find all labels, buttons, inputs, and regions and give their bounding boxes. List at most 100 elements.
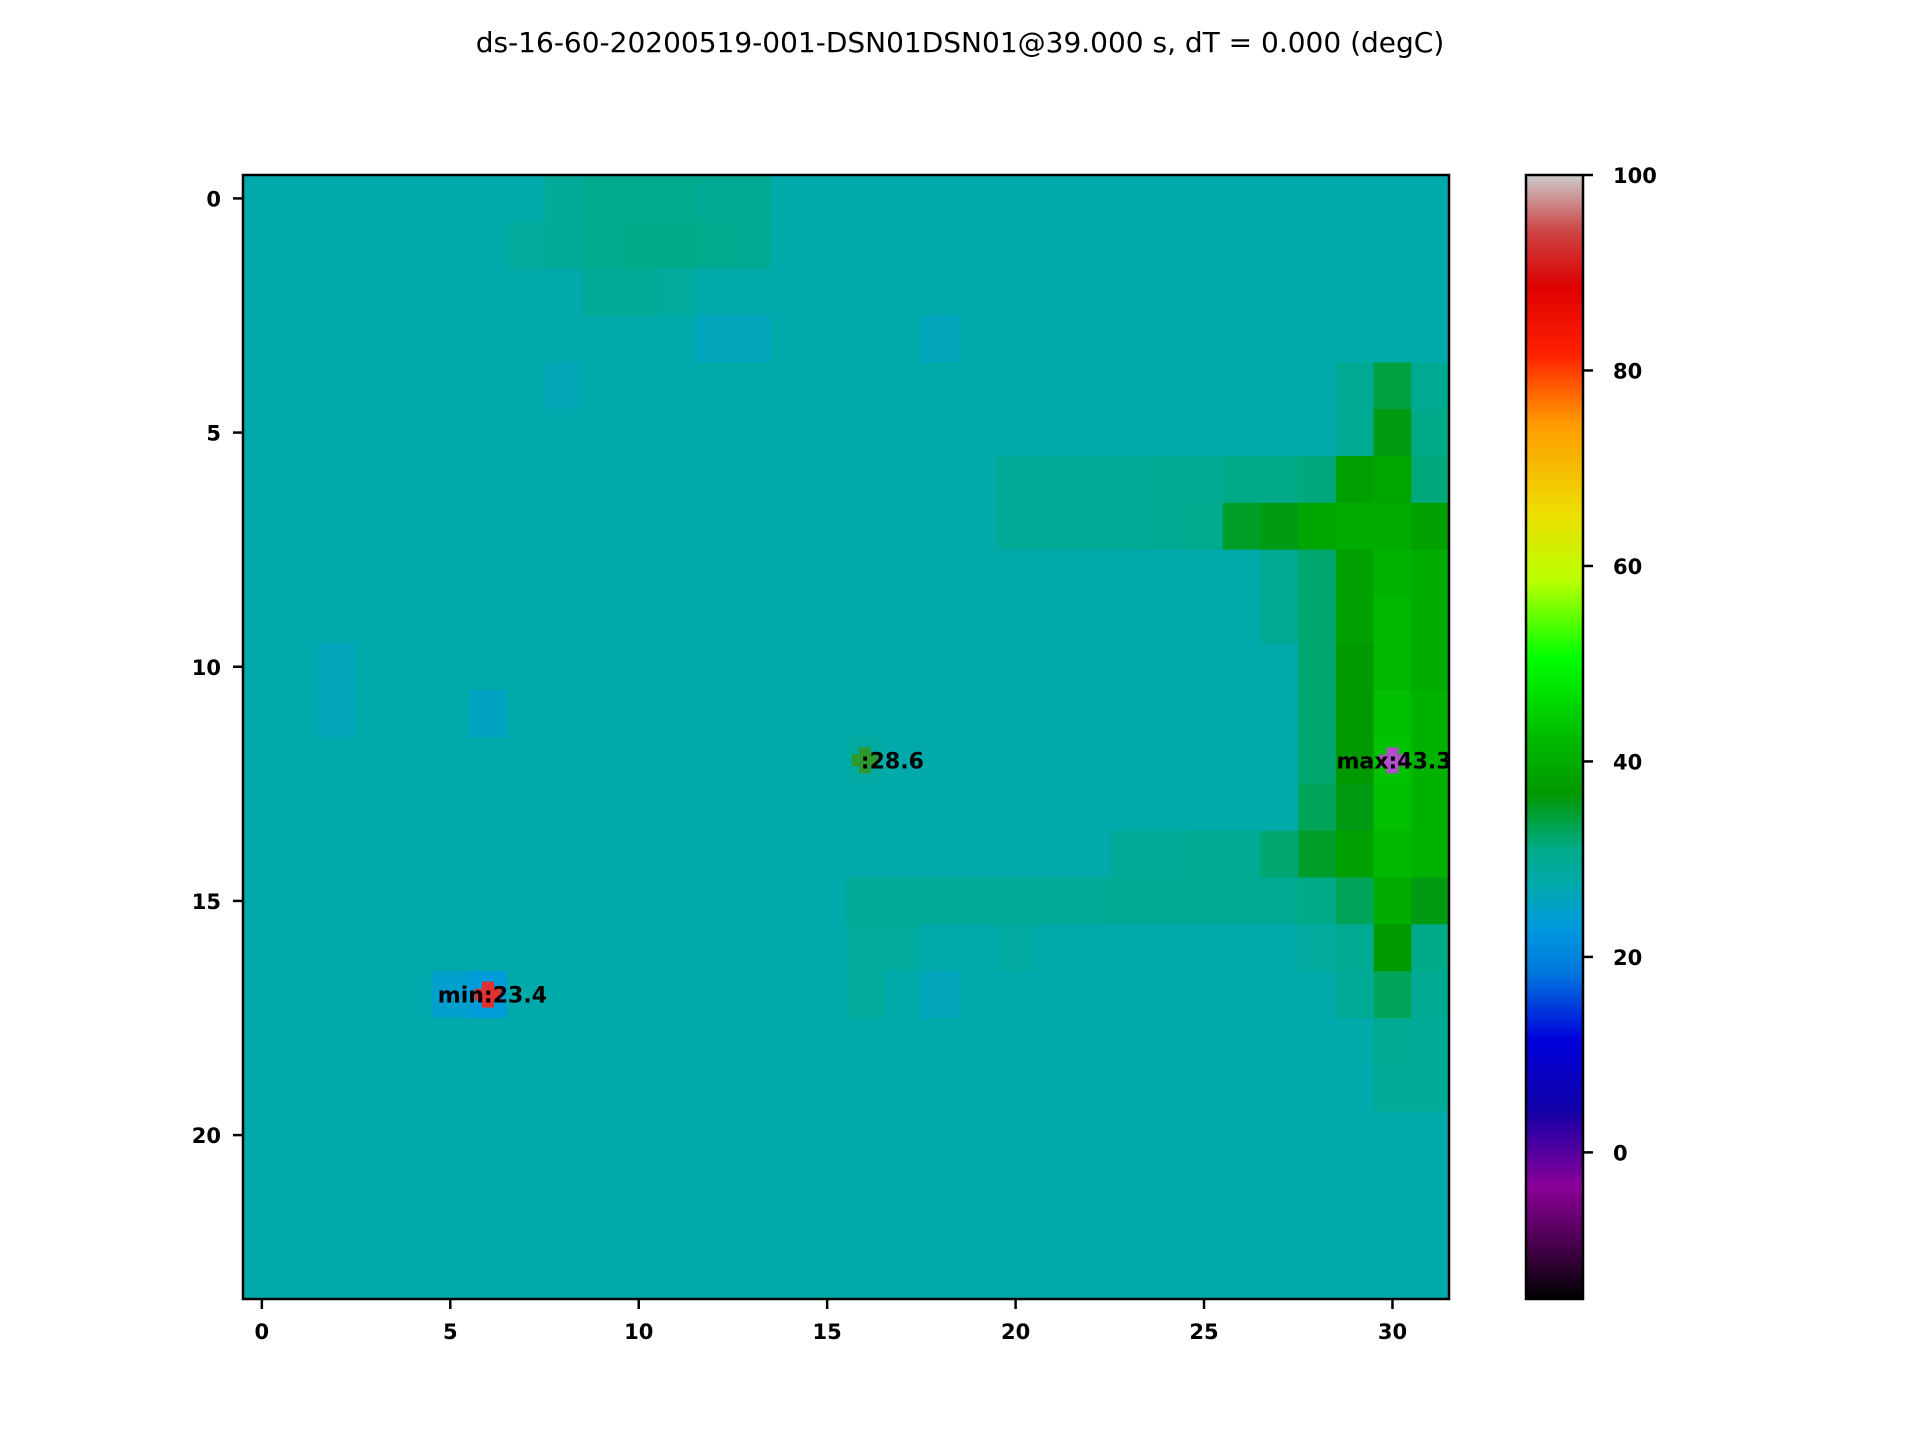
heatmap-cell xyxy=(808,783,847,832)
heatmap-cell xyxy=(243,737,282,785)
heatmap-cell xyxy=(1411,221,1450,270)
heatmap-cell xyxy=(469,877,508,925)
heatmap-cell xyxy=(506,221,546,270)
heatmap-cell xyxy=(1222,877,1262,925)
heatmap-cell xyxy=(1034,1018,1073,1066)
heatmap-cell xyxy=(732,924,772,972)
heatmap-cell xyxy=(243,971,282,1019)
heatmap-cell xyxy=(1335,971,1375,1019)
heatmap-cell xyxy=(318,643,357,691)
heatmap-cell xyxy=(1109,549,1149,598)
heatmap-cell xyxy=(770,1111,809,1160)
heatmap-cell xyxy=(959,596,998,644)
heatmap-cell xyxy=(243,409,282,457)
heatmap-cell xyxy=(393,690,433,738)
heatmap-cell xyxy=(732,1018,772,1066)
heatmap-cell xyxy=(657,924,696,972)
heatmap-cell xyxy=(1147,783,1186,832)
heatmap-cell xyxy=(1109,877,1149,925)
heatmap-cell xyxy=(1335,1158,1375,1206)
heatmap-cell xyxy=(1411,175,1450,223)
heatmap-cell xyxy=(921,549,960,598)
heatmap-cell xyxy=(431,1064,470,1113)
heatmap-cell xyxy=(770,877,809,925)
heatmap-cell xyxy=(921,1064,960,1113)
heatmap-cell xyxy=(1298,175,1337,223)
heatmap-cell xyxy=(1147,362,1186,410)
heatmap-cell xyxy=(1072,924,1111,972)
heatmap-cell xyxy=(1109,1205,1149,1253)
marker-point xyxy=(851,747,878,774)
heatmap-cell xyxy=(996,596,1036,644)
heatmap-cell xyxy=(959,1064,998,1113)
heatmap-cell xyxy=(469,1064,508,1113)
heatmap-cell xyxy=(582,409,621,457)
heatmap-cell xyxy=(770,1252,809,1300)
marker-point xyxy=(474,981,501,1008)
heatmap-cell xyxy=(695,502,734,551)
heatmap-cell xyxy=(1373,1252,1412,1300)
x-tick-label: 5 xyxy=(443,1320,458,1344)
heatmap-cell xyxy=(1147,221,1186,270)
heatmap-cell xyxy=(732,502,772,551)
heatmap-cell xyxy=(280,221,319,270)
x-axis: 0 5 10 15 20 25 30 xyxy=(255,1299,1407,1344)
heatmap-cell xyxy=(1147,1252,1186,1300)
heatmap-cell xyxy=(1072,1064,1111,1113)
heatmap-cell xyxy=(846,1018,885,1066)
heatmap-cell xyxy=(393,456,433,504)
heatmap-cell xyxy=(1185,643,1224,691)
heatmap-cell xyxy=(808,409,847,457)
heatmap-cell xyxy=(959,737,998,785)
heatmap-cell xyxy=(582,175,621,223)
heatmap-cell xyxy=(1185,596,1224,644)
heatmap-cell xyxy=(1222,1158,1262,1206)
heatmap-cell xyxy=(1072,1158,1111,1206)
heatmap-cell xyxy=(996,409,1036,457)
heatmap-cell xyxy=(1335,690,1375,738)
heatmap-cell xyxy=(1411,596,1450,644)
heatmap-cell xyxy=(1034,1111,1073,1160)
heatmap-cell xyxy=(1185,221,1224,270)
heatmap-cell xyxy=(1147,175,1186,223)
heatmap-cell xyxy=(808,315,847,363)
heatmap-cell xyxy=(469,830,508,879)
heatmap-cell xyxy=(431,924,470,972)
heatmap-cell xyxy=(1335,643,1375,691)
heatmap-cell xyxy=(1109,924,1149,972)
heatmap-cell xyxy=(695,737,734,785)
heatmap-cell xyxy=(582,877,621,925)
heatmap-cell xyxy=(1298,1064,1337,1113)
heatmap-cell xyxy=(280,737,319,785)
heatmap-cell xyxy=(695,362,734,410)
heatmap-cell xyxy=(657,221,696,270)
heatmap-cell xyxy=(1185,1111,1224,1160)
heatmap-cell xyxy=(921,268,960,317)
y-tick-label: 10 xyxy=(192,656,221,680)
heatmap-cell xyxy=(883,1205,922,1253)
colorbar-bar xyxy=(1524,173,1585,1301)
heatmap-cell xyxy=(1147,690,1186,738)
heatmap-cell xyxy=(619,1111,659,1160)
heatmap-cell xyxy=(1072,690,1111,738)
colorbar-tick-label: 60 xyxy=(1613,555,1642,579)
heatmap-cell xyxy=(356,971,395,1019)
heatmap-cell xyxy=(1335,1252,1375,1300)
heatmap-cell xyxy=(582,596,621,644)
heatmap-cell xyxy=(732,409,772,457)
heatmap-cell xyxy=(582,1111,621,1160)
heatmap-cell xyxy=(695,1205,734,1253)
heatmap-cell xyxy=(808,268,847,317)
heatmap-cell xyxy=(808,549,847,598)
colorbar-tick-label: 100 xyxy=(1613,164,1657,188)
heatmap-cell xyxy=(732,1252,772,1300)
heatmap-cell xyxy=(657,643,696,691)
heatmap-cell xyxy=(1109,221,1149,270)
heatmap-cell xyxy=(1260,1018,1299,1066)
heatmap-cell xyxy=(619,268,659,317)
heatmap-cell xyxy=(1147,1064,1186,1113)
heatmap-cell xyxy=(469,221,508,270)
heatmap-cell xyxy=(1260,409,1299,457)
heatmap-cell xyxy=(356,1205,395,1253)
heatmap-cell xyxy=(883,643,922,691)
